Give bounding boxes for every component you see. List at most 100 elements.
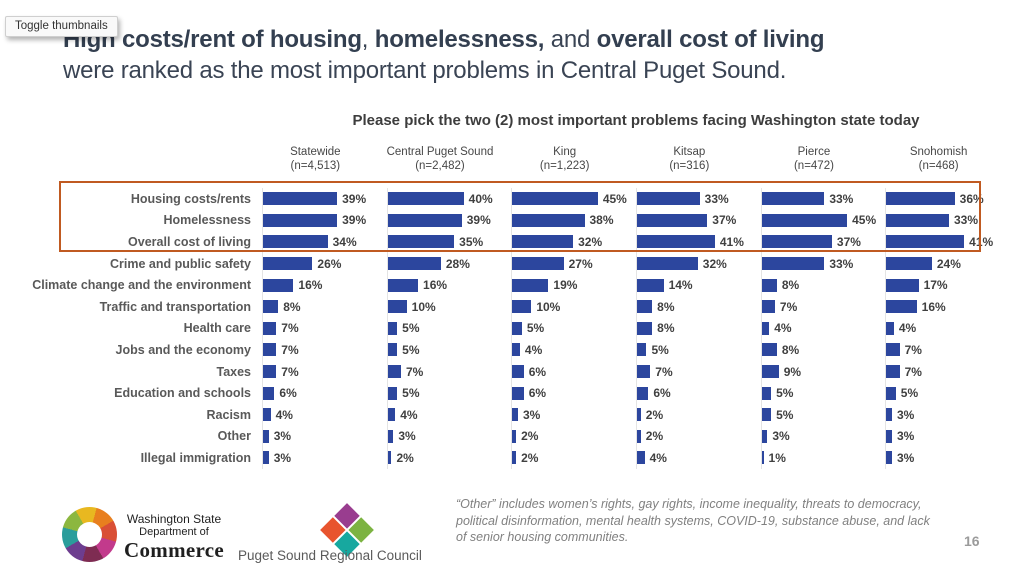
bar [512, 321, 522, 335]
bar [387, 365, 401, 379]
psrc-logo-text: Puget Sound Regional Council [238, 548, 422, 563]
bar [761, 365, 779, 379]
bar-cell-kitsap-other: 2% [635, 425, 761, 448]
bar-cell-pierce-illegal-immigration: 1% [760, 447, 886, 469]
bar-value-label: 8% [781, 278, 800, 293]
bar [512, 278, 549, 292]
bar [263, 321, 277, 335]
bar-cell-statewide-racism: 4% [262, 403, 387, 426]
bar-value-label: 28% [445, 256, 470, 271]
bar [886, 192, 955, 206]
bar [636, 235, 715, 249]
bar-cell-statewide-traffic-and-transportation: 8% [262, 295, 387, 318]
bar-cell-king-traffic-and-transportation: 10% [511, 295, 636, 318]
bar-value-label: 39% [466, 213, 491, 228]
bar [886, 365, 900, 379]
bar-value-label: 45% [852, 213, 877, 228]
toggle-thumbnails-tooltip[interactable]: Toggle thumbnails [5, 16, 118, 37]
bar-value-label: 8% [283, 299, 301, 314]
bar [512, 235, 574, 249]
row-label-overall-cost-of-living: Overall cost of living [128, 234, 251, 249]
commerce-logo-icon [62, 507, 117, 562]
bar-value-label: 5% [900, 386, 919, 401]
column-header-snohomish: Snohomish (n=468) [909, 146, 968, 172]
bar [387, 408, 396, 422]
bar-cell-pierce-education-and-schools: 5% [760, 382, 886, 404]
commerce-line3: Commerce [124, 538, 224, 562]
bar [761, 278, 777, 292]
bar-value-label: 6% [528, 364, 547, 379]
bar-cell-pierce-taxes: 9% [760, 360, 886, 383]
title-separator: , [361, 26, 375, 53]
bar [761, 235, 832, 249]
bar-cell-snohomish-traffic-and-transportation: 16% [885, 295, 1010, 318]
bar-value-label: 5% [402, 386, 420, 401]
row-label-health-care: Health care [183, 321, 251, 336]
bar-cell-kitsap-traffic-and-transportation: 8% [635, 295, 761, 318]
bar-value-label: 32% [702, 256, 727, 271]
bar-value-label: 16% [921, 299, 946, 314]
bar-value-label: 24% [936, 256, 961, 271]
bar-cell-snohomish-overall-cost-of-living: 41% [885, 231, 1010, 253]
bar [263, 213, 338, 227]
bar-cell-kitsap-jobs-and-the-economy: 5% [635, 339, 761, 361]
bar-cell-central-puget-sound-other: 3% [386, 425, 512, 448]
bar-value-label: 4% [649, 450, 667, 465]
bar-value-label: 36% [959, 191, 984, 206]
survey-bar-chart: Please pick the two (2) most important p… [28, 112, 1010, 469]
bar-cell-pierce-traffic-and-transportation: 7% [760, 295, 886, 318]
bar [263, 192, 338, 206]
bar-value-label: 38% [589, 213, 614, 228]
bar-value-label: 32% [578, 234, 603, 249]
bar [886, 257, 932, 271]
bar-cell-central-puget-sound-racism: 4% [386, 403, 512, 426]
bar-value-label: 19% [553, 278, 578, 293]
bar-cell-kitsap-housing-costs-rents: 33% [635, 188, 761, 210]
bar-cell-pierce-jobs-and-the-economy: 8% [760, 339, 886, 361]
bar-cell-pierce-homelessness: 45% [760, 209, 886, 232]
bar-value-label: 5% [651, 342, 669, 357]
bar [761, 192, 825, 206]
bar-value-label: 35% [459, 234, 484, 249]
column-header-king: King (n=1,223) [539, 146, 590, 172]
bar [512, 386, 524, 400]
bar-cell-central-puget-sound-crime-and-public-safety: 28% [386, 252, 512, 275]
bar-cell-statewide-health-care: 7% [262, 317, 387, 340]
bar [263, 343, 277, 357]
bar [263, 278, 294, 292]
bar [512, 451, 517, 465]
bar-cell-statewide-overall-cost-of-living: 34% [262, 231, 387, 253]
title-bold-cost-of-living: overall cost of living [596, 26, 825, 53]
bar [761, 408, 772, 422]
bar-value-label: 26% [317, 256, 342, 271]
bar [761, 300, 775, 314]
bar-value-label: 45% [602, 191, 627, 206]
bar-value-label: 4% [898, 321, 917, 336]
bar [512, 257, 564, 271]
bar-value-label: 7% [904, 342, 922, 357]
column-header-pierce: Pierce (n=472) [793, 146, 834, 172]
commerce-line1: Washington State [126, 512, 222, 526]
bar-cell-central-puget-sound-taxes: 7% [386, 360, 512, 383]
axis-corner [28, 142, 262, 188]
bar-value-label: 5% [402, 342, 420, 357]
bar [387, 235, 455, 249]
bar-value-label: 33% [704, 191, 729, 206]
bar [761, 321, 770, 335]
bar-value-label: 5% [776, 386, 794, 401]
bar-value-label: 33% [829, 191, 854, 206]
bar-cell-snohomish-education-and-schools: 5% [885, 382, 1010, 404]
bar [387, 300, 407, 314]
bar-cell-pierce-health-care: 4% [760, 317, 886, 340]
row-label-other: Other [217, 429, 251, 444]
bar-value-label: 5% [402, 321, 420, 336]
bar-cell-pierce-housing-costs-rents: 33% [760, 188, 886, 210]
bar-cell-pierce-other: 3% [760, 425, 886, 448]
row-label-taxes: Taxes [216, 364, 251, 379]
bar [761, 451, 764, 465]
bar-value-label: 8% [781, 342, 800, 357]
bar-cell-king-homelessness: 38% [511, 209, 636, 232]
bar-cell-king-crime-and-public-safety: 27% [511, 252, 636, 275]
commerce-line2: Department of [139, 526, 209, 538]
